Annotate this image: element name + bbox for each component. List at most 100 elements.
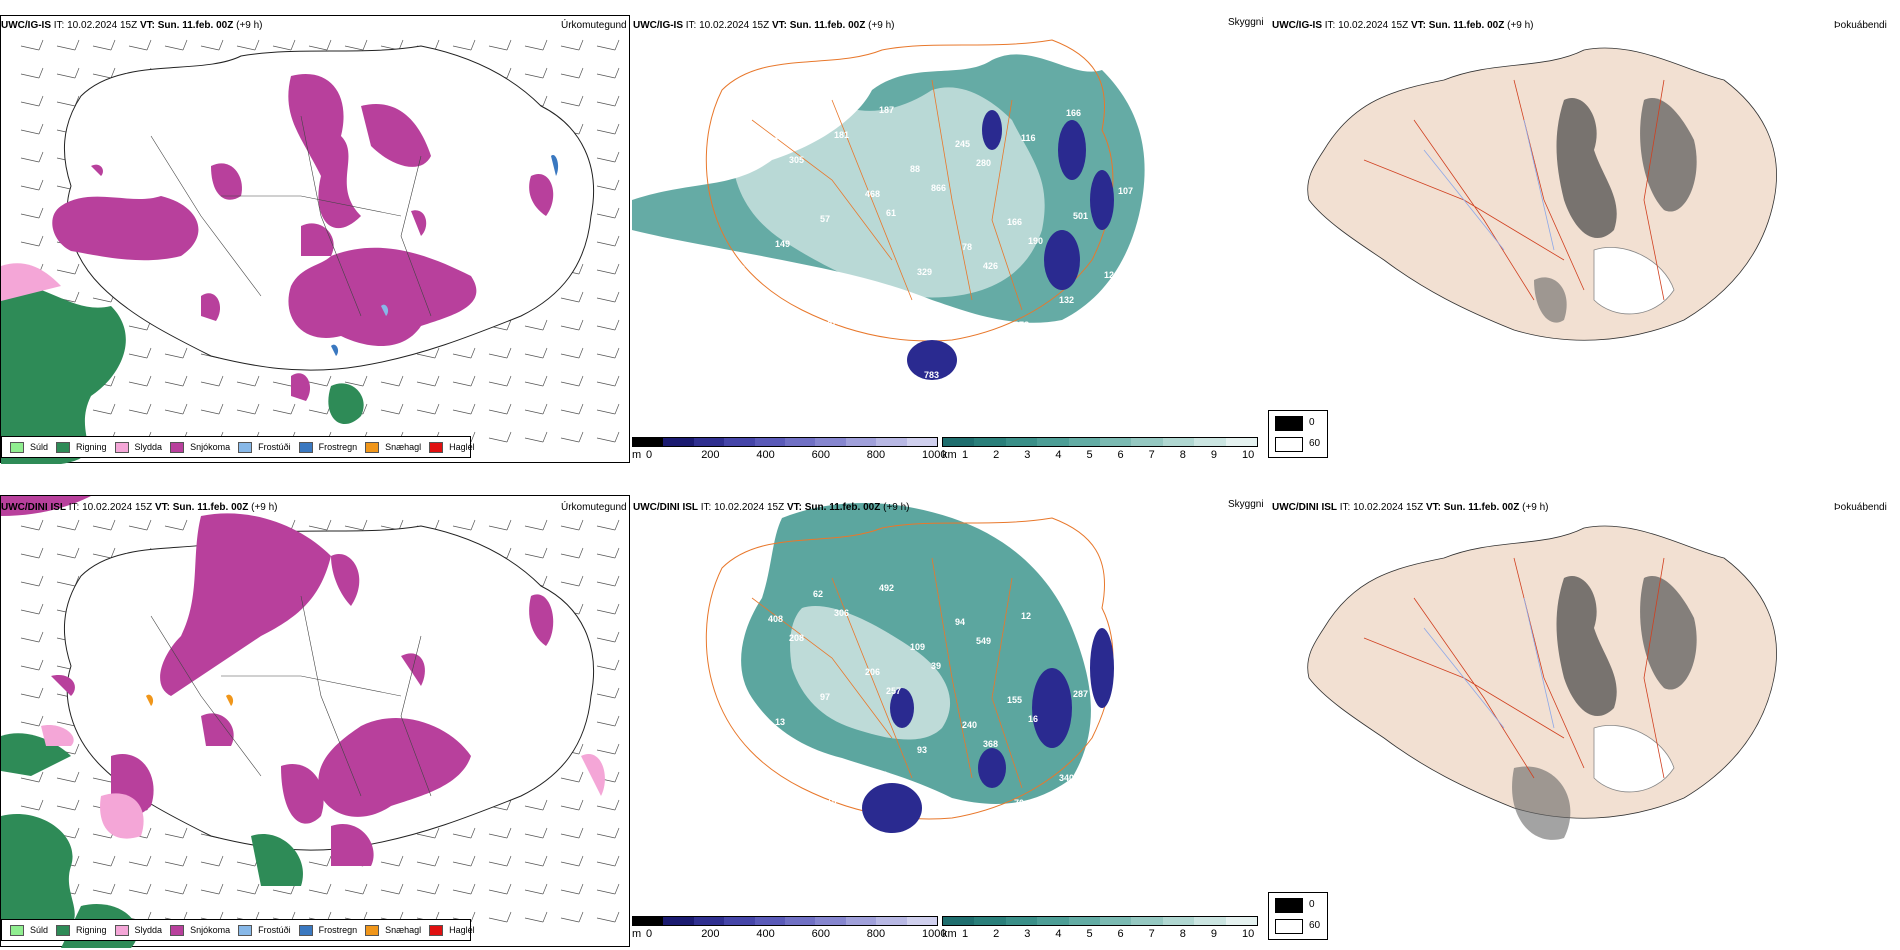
wind-barb <box>524 67 548 79</box>
colorbar-swatch <box>724 438 755 446</box>
colorbar-swatch <box>754 917 786 925</box>
colorbar-tick: 0 <box>646 449 653 461</box>
legend-swatch <box>238 924 253 936</box>
legend-label: Slydda <box>134 925 163 935</box>
cloud-base-label: 877 <box>827 317 842 327</box>
wind-barb <box>56 771 80 783</box>
wind-barb <box>524 375 548 387</box>
legend-item: Slydda <box>114 924 163 936</box>
colorbar-swatch <box>1068 438 1101 446</box>
wind-barb <box>452 519 476 531</box>
cloud-base-label: 492 <box>879 583 894 593</box>
wind-barb <box>128 403 152 415</box>
cloud-base-label: 84 <box>924 848 934 858</box>
cloud-base-label: 43 <box>768 136 778 146</box>
legend-item: Frostregn <box>298 441 357 453</box>
cloud-base-label: 208 <box>789 633 804 643</box>
colorbar-tick: 200 <box>701 449 720 461</box>
colorbar-swatch <box>754 438 786 446</box>
wind-barb <box>452 827 476 839</box>
wind-barb <box>164 883 188 895</box>
wind-barb <box>128 375 152 387</box>
cloud-base-label: 783 <box>924 370 939 380</box>
wind-barb <box>308 39 332 51</box>
wind-barb <box>596 659 620 671</box>
wind-barb <box>164 403 188 415</box>
cloud-base-label: 327 <box>692 580 707 590</box>
panel-header: UWC/IG-IS IT: 10.02.2024 15Z VT: Sun. 11… <box>633 20 895 31</box>
legend-item: Rigning <box>56 924 107 936</box>
wind-barb <box>596 375 620 387</box>
colorbar-km-swatches <box>942 916 1258 926</box>
cloud-base-label: 109 <box>872 292 887 302</box>
wind-barb <box>596 235 620 247</box>
wind-barb <box>164 519 188 531</box>
cloud-base-label: 181 <box>834 130 849 140</box>
legend-item: Haglél <box>429 441 475 453</box>
wind-barb <box>380 855 404 867</box>
cloud-base-label: 160 <box>737 845 752 855</box>
cloud-base-label: 166 <box>1066 108 1081 118</box>
legend-swatch <box>365 924 380 936</box>
wind-barb <box>560 39 584 51</box>
wind-barb <box>488 403 512 415</box>
legend-item: Snjókoma <box>170 441 230 453</box>
cloud-base-label: 149 <box>775 239 790 249</box>
legend-swatch <box>298 441 313 453</box>
cloud-title: Skyggni <box>1228 17 1264 28</box>
precip-type-title: Úrkomutegund <box>561 20 627 31</box>
cloud-base-label: 101 <box>813 111 828 121</box>
colorbar-swatch <box>1100 438 1132 446</box>
wind-barb <box>416 347 440 359</box>
wind-barb <box>380 883 404 895</box>
cloud-base-label: 70 <box>1014 798 1024 808</box>
fog-map <box>1307 525 1777 840</box>
legend-label: Frostúði <box>258 442 291 452</box>
wind-barb <box>524 883 548 895</box>
init-time: IT: 10.02.2024 15Z <box>685 20 770 31</box>
colorbar-tick: 200 <box>701 928 720 940</box>
legend-label: Súld <box>30 925 49 935</box>
cloud-base-label: 223 <box>730 264 745 274</box>
cloud-base-label: 287 <box>1073 689 1088 699</box>
colorbar-tick: 10 <box>1242 449 1255 461</box>
wind-barb <box>596 263 620 275</box>
wind-barb <box>20 179 44 191</box>
colorbar-swatch <box>1037 438 1069 446</box>
wind-barb <box>236 39 260 51</box>
wind-barb <box>596 431 620 443</box>
colorbar-tick: 5 <box>1086 928 1093 940</box>
precip-type-legend: Súld Rigning Slydda Snjókoma Frostúði Frostre… <box>1 436 475 458</box>
wind-barb <box>452 347 476 359</box>
precip-type-panel-top: UWC/IG-IS IT: 10.02.2024 15Z VT: Sun. 11… <box>0 0 632 470</box>
colorbar-swatch <box>633 438 664 446</box>
colorbar-tick: 7 <box>1148 449 1155 461</box>
colorbar-swatch <box>724 917 755 925</box>
legend-item: Frostúði <box>238 924 291 936</box>
colorbar-swatch <box>1162 438 1195 446</box>
legend-label: Snæhagl <box>385 925 422 935</box>
colorbar-swatch <box>1005 917 1038 925</box>
wind-barb <box>308 883 332 895</box>
colorbar-tick: 5 <box>1086 449 1093 461</box>
wind-barb <box>20 207 44 219</box>
panel-header: UWC/IG-IS IT: 10.02.2024 15Z VT: Sun. 11… <box>1 20 263 31</box>
valid-time: VT: Sun. 11.feb. 00Z <box>154 502 249 513</box>
wind-barb <box>56 263 80 275</box>
cloud-base-label: 16 <box>1028 714 1038 724</box>
wind-barb <box>20 603 44 615</box>
colorbar-tick: 1 <box>962 449 969 461</box>
colorbar-swatch <box>1037 917 1069 925</box>
fog-map <box>1307 47 1777 341</box>
wind-barb <box>92 67 116 79</box>
model-name: UWC/DINI ISL <box>1272 502 1337 513</box>
wind-barb <box>344 375 368 387</box>
precip-type-map <box>1 496 620 948</box>
cloud-base-label: 468 <box>865 189 880 199</box>
wind-barb <box>596 291 620 303</box>
cloud-base-label: 62 <box>813 589 823 599</box>
wind-barb <box>236 375 260 387</box>
colorbar-swatch <box>1225 917 1258 925</box>
cloud-base-label: 154 <box>872 770 887 780</box>
legend-label: Rigning <box>76 925 107 935</box>
